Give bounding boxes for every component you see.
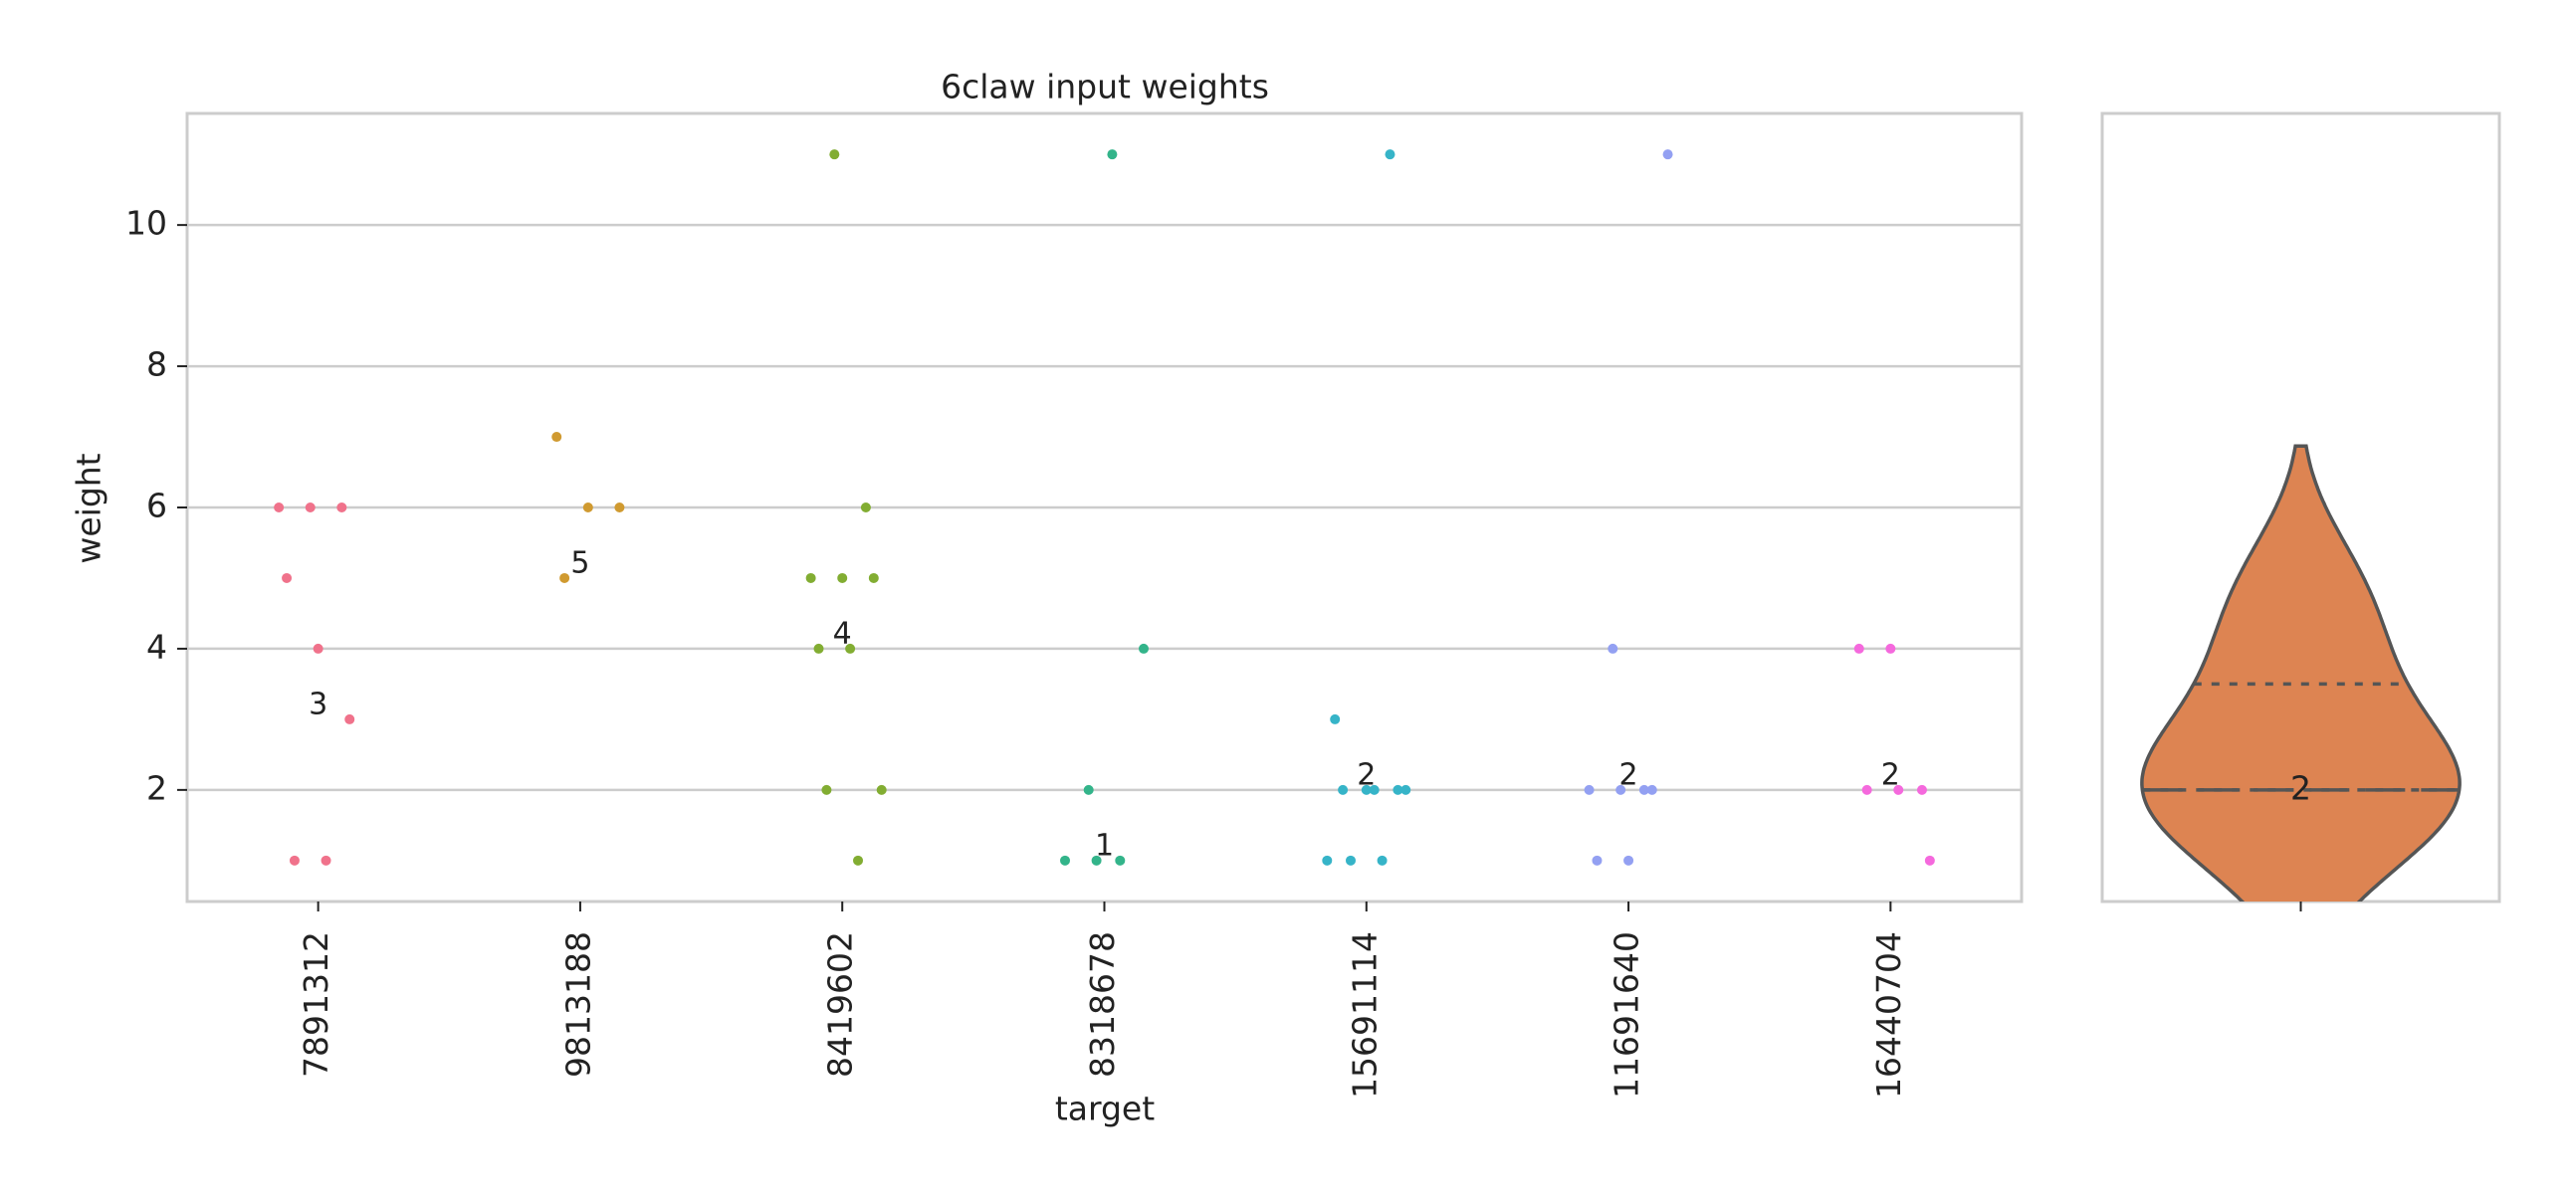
point: [829, 149, 840, 160]
point: [1646, 784, 1657, 795]
y-tick-label: 10: [125, 204, 167, 243]
chart-title: 6claw input weights: [941, 68, 1269, 106]
x-tick-label: 11691640: [1608, 931, 1646, 1099]
y-tick-label: 4: [146, 627, 167, 666]
point: [845, 643, 856, 654]
point: [876, 784, 887, 795]
point: [582, 502, 593, 512]
annotation: 5: [570, 545, 589, 580]
point: [559, 572, 570, 583]
point: [1345, 855, 1356, 866]
point: [1853, 643, 1864, 654]
point: [336, 502, 347, 512]
annotation: 2: [1357, 757, 1376, 792]
point: [1322, 855, 1333, 866]
point: [1369, 784, 1380, 795]
violin-group: [2140, 444, 2462, 902]
point: [1638, 784, 1649, 795]
point: [1885, 643, 1896, 654]
y-tick-label: 8: [146, 345, 167, 384]
violin-label: 2: [2290, 768, 2311, 807]
point: [344, 713, 355, 724]
point: [853, 855, 864, 866]
x-tick-label: 9813188: [558, 931, 597, 1078]
point: [1623, 855, 1634, 866]
annotation: 2: [1619, 757, 1638, 792]
point: [1377, 855, 1388, 866]
x-tick-label: 8419602: [821, 931, 860, 1078]
point: [821, 784, 832, 795]
x-axis-label: target: [1055, 1090, 1155, 1128]
point: [321, 855, 331, 866]
violin: [2140, 444, 2462, 902]
point: [805, 572, 816, 583]
annotation: 2: [1881, 757, 1900, 792]
point: [1592, 855, 1603, 866]
point: [1393, 784, 1403, 795]
point: [289, 855, 300, 866]
point: [860, 502, 871, 512]
y-tick-label: 2: [146, 768, 167, 807]
x-tick-label: 16440704: [1869, 931, 1908, 1099]
point: [813, 643, 824, 654]
point: [1361, 784, 1372, 795]
point: [1330, 713, 1341, 724]
point: [1615, 784, 1626, 795]
point: [1107, 149, 1118, 160]
point: [1584, 784, 1595, 795]
point: [1924, 855, 1935, 866]
point: [1662, 149, 1673, 160]
x-tick-label: 15691114: [1345, 931, 1384, 1099]
annotation: 4: [833, 616, 852, 651]
point: [1115, 855, 1126, 866]
y-axis-label: weight: [70, 453, 108, 563]
point: [614, 502, 625, 512]
point: [282, 572, 293, 583]
annotation: 1: [1095, 828, 1114, 863]
point: [551, 432, 562, 443]
point: [305, 502, 316, 512]
point: [1138, 643, 1149, 654]
y-tick-label: 6: [146, 487, 167, 525]
point: [1861, 784, 1872, 795]
point: [1400, 784, 1411, 795]
annotation: 3: [309, 687, 327, 721]
point: [1385, 149, 1395, 160]
x-tick-label: 8318678: [1083, 931, 1122, 1078]
point: [1338, 784, 1349, 795]
point: [313, 643, 323, 654]
point: [1608, 643, 1618, 654]
point: [868, 572, 879, 583]
point: [1893, 784, 1904, 795]
point: [274, 502, 285, 512]
point: [837, 572, 848, 583]
point: [1916, 784, 1927, 795]
x-tick-label: 7891312: [297, 931, 335, 1078]
point: [1083, 784, 1094, 795]
point: [1060, 855, 1071, 866]
point: [1091, 855, 1102, 866]
